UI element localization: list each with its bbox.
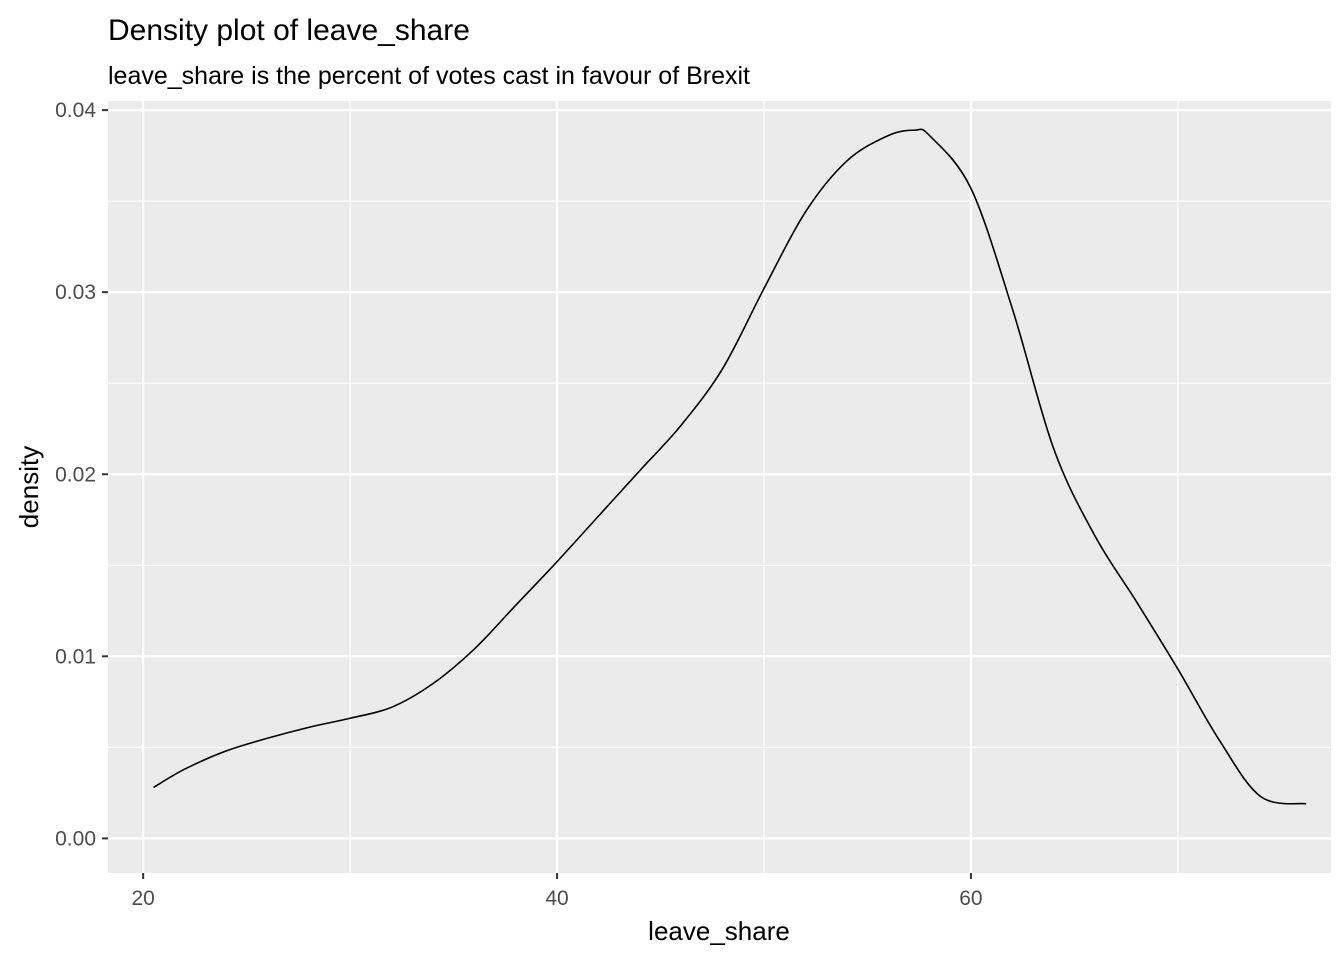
y-axis-label: density [14,446,44,528]
x-axis-label: leave_share [648,916,790,946]
density-line [153,128,1307,805]
plot-panel [108,101,1331,873]
y-axis: 0.00 0.01 0.02 0.03 0.04 [55,99,108,850]
y-tick-label: 0.01 [55,645,96,668]
x-tick-label: 40 [545,887,568,910]
x-tick-label: 20 [131,887,154,910]
y-tick-label: 0.04 [55,99,96,122]
chart-title: Density plot of leave_share [108,14,470,47]
major-grid [108,101,1331,873]
y-tick-label: 0.00 [55,827,96,850]
chart-subtitle: leave_share is the percent of votes cast… [108,62,750,90]
x-tick-label: 60 [959,887,982,910]
series-layer [153,128,1307,805]
x-axis: 20 40 60 [131,873,983,910]
y-tick-label: 0.03 [55,281,96,304]
y-tick-label: 0.02 [55,463,96,486]
minor-grid [108,101,1331,873]
